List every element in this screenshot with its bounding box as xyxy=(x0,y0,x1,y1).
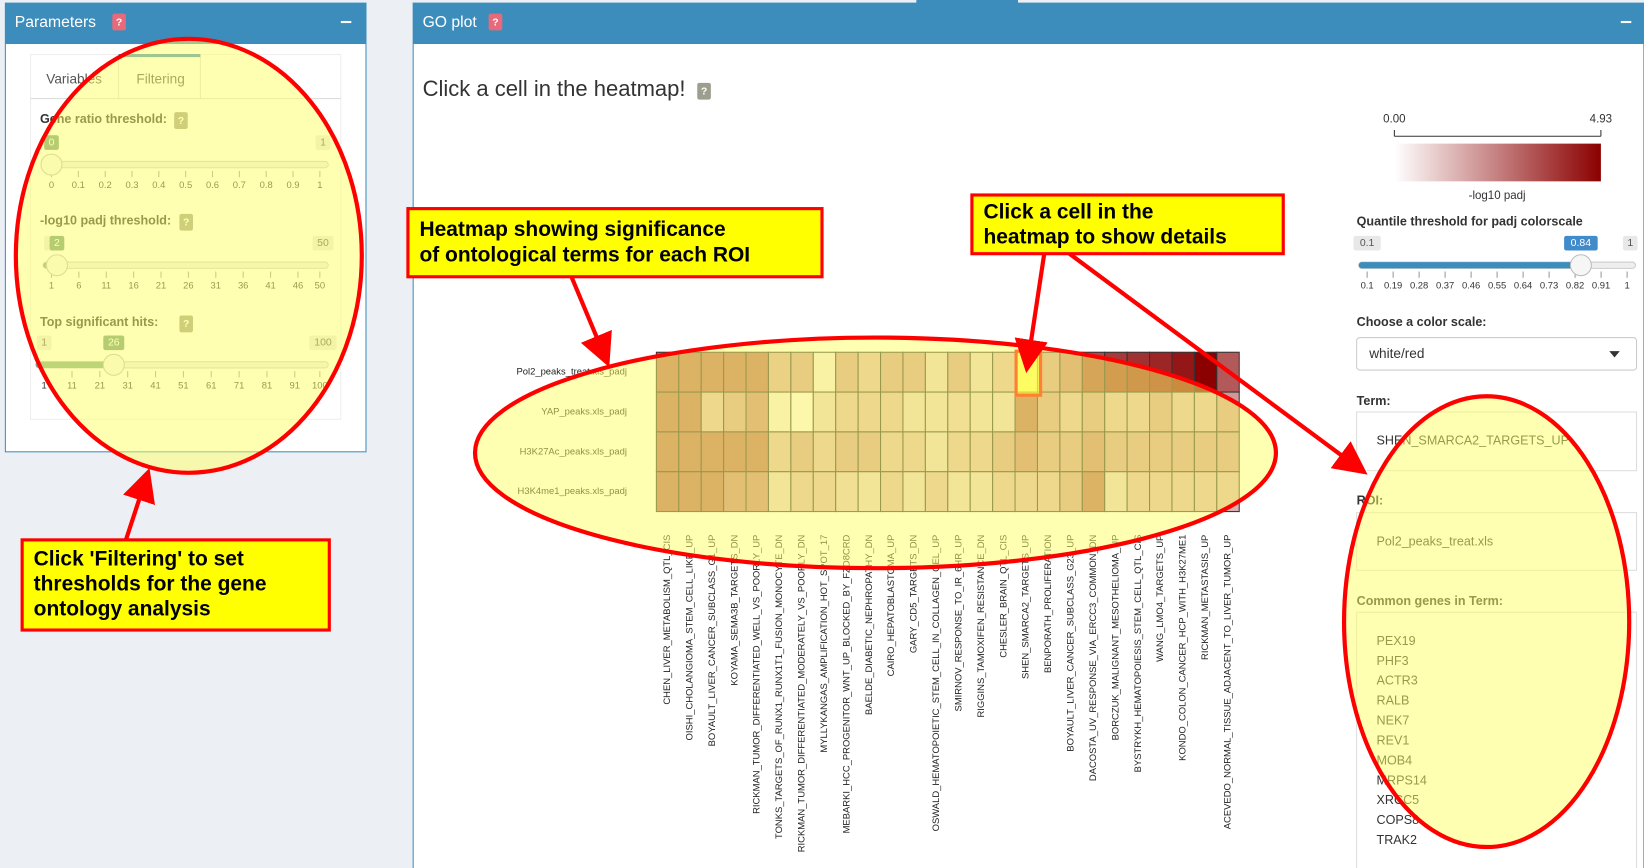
column-label: CHESLER_BRAIN_QTL_CIS xyxy=(997,535,1008,658)
column-label: BAELDE_DIABETIC_NEPHROPATHY_DN xyxy=(863,534,874,714)
help-text: ? xyxy=(492,17,498,28)
callout-text: of ontological terms for each ROI xyxy=(419,243,750,266)
slider-label-box xyxy=(1353,235,1381,251)
heading: Click a cell in the heatmap! xyxy=(423,76,686,101)
column-label: CHEN_LIVER_METABOLISM_QTL_CIS xyxy=(661,535,672,705)
column-label: RICKMAN_TUMOR_DIFFERENTIATED_MODERATELY_… xyxy=(796,534,807,852)
select[interactable] xyxy=(1356,337,1638,371)
column-label: BENPORATH_PROLIFERATION xyxy=(1042,534,1053,673)
slider-fill xyxy=(1358,262,1581,269)
column-label: RICKMAN_METASTASIS_UP xyxy=(1199,535,1210,660)
column-label: SHEN_SMARCA2_TARGETS_UP xyxy=(1020,535,1031,679)
slider-tick-label: 0.64 xyxy=(1514,280,1532,291)
column-label: CAIRO_HEPATOBLASTOMA_UP xyxy=(885,535,896,677)
arrow xyxy=(1068,252,1368,475)
highlight xyxy=(472,335,1279,571)
slider-handle[interactable] xyxy=(1569,254,1592,277)
callout-text: Click a cell in the xyxy=(983,200,1153,223)
column-label: MYLLYKANGAS_AMPLIFICATION_HOT_SPOT_17 xyxy=(818,535,829,753)
column-label: GARY_CD5_TARGETS_DN xyxy=(908,534,919,653)
field-label: Term: xyxy=(1357,394,1391,408)
arrow xyxy=(123,467,155,541)
column-label: KOYAMA_SEMA3B_TARGETS_DN xyxy=(728,534,739,685)
gene: TRAK2 xyxy=(1377,833,1418,847)
callout xyxy=(970,193,1285,256)
column-label: MEBARKI_HCC_PROGENITOR_WNT_UP_BLOCKED_BY… xyxy=(840,534,851,833)
slider-label-box xyxy=(1564,235,1598,251)
column-label: TONKS_TARGETS_OF_RUNX1_RUNX1T1_FUSION_MO… xyxy=(773,534,784,839)
column-label: RICKMAN_TUMOR_DIFFERENTIATED_WELL_VS_POO… xyxy=(751,535,762,814)
column-label: OSWALD_HEMATOPOIETIC_STEM_CELL_IN_COLLAG… xyxy=(930,535,941,832)
slider-tick-label: 0.91 xyxy=(1592,280,1610,291)
select-value: white/red xyxy=(1368,346,1424,361)
slider-tick-label: 1 xyxy=(42,379,47,390)
slider-tick-label: 0.55 xyxy=(1488,280,1506,291)
slider-tick-label: 1 xyxy=(1624,280,1629,291)
colorbar-label: -log10 padj xyxy=(1469,190,1526,202)
callout-text: Click 'Filtering' to set xyxy=(34,547,244,570)
callout-text: ontology analysis xyxy=(34,598,211,621)
callout xyxy=(406,207,824,279)
slider-tick-label: 0.73 xyxy=(1540,280,1558,291)
slider-title: Quantile threshold for padj colorscale xyxy=(1357,215,1583,229)
callout-text: Heatmap showing significance xyxy=(419,218,725,241)
colorbar xyxy=(1394,143,1601,182)
slider-tick-label: 0.82 xyxy=(1566,280,1584,291)
top-indicator xyxy=(916,0,1019,4)
column-label: ACEVEDO_NORMAL_TISSUE_ADJACENT_TO_LIVER_… xyxy=(1222,535,1233,830)
help-text: ? xyxy=(701,86,707,97)
colorbar-tick-label: 4.93 xyxy=(1590,114,1612,126)
callout-text: heatmap to show details xyxy=(983,225,1226,248)
slider-tick-label: 0.19 xyxy=(1384,280,1402,291)
help-text: ? xyxy=(116,17,122,28)
select-arrow xyxy=(1609,351,1620,358)
column-label: DACOSTA_UV_RESPONSE_VIA_ERCC3_COMMON_DN xyxy=(1087,534,1098,781)
slider-label: 0.1 xyxy=(1360,238,1375,249)
highlight xyxy=(1341,394,1632,850)
slider-label: 0.84 xyxy=(1571,238,1592,249)
column-label: OISHI_CHOLANGIOMA_STEM_CELL_LIKE_UP xyxy=(683,535,694,741)
column-label: RIGGINS_TAMOXIFEN_RESISTANCE_DN xyxy=(975,534,986,717)
help-icon[interactable] xyxy=(697,82,711,100)
column-label: BYSTRYKH_HEMATOPOIESIS_STEM_CELL_QTL_CIS xyxy=(1132,535,1143,773)
slider-tick-label: 0.28 xyxy=(1410,280,1428,291)
column-label: KONDO_COLON_CANCER_HCP_WITH_H3K27ME1 xyxy=(1177,535,1188,761)
column-label: BOYAULT_LIVER_CANCER_SUBCLASS_G1_UP xyxy=(706,535,717,747)
slider-tick-label: 0.1 xyxy=(1361,280,1374,291)
colorbar-tick-label: 0.00 xyxy=(1383,114,1405,126)
row-label: Pol2_peaks_treat.xls_padj xyxy=(516,366,627,377)
panel-header xyxy=(413,3,1644,45)
panel-title: GO plot xyxy=(423,14,478,31)
slider-tick-label: 0.46 xyxy=(1462,280,1480,291)
column-label: BOYAULT_LIVER_CANCER_SUBCLASS_G23_UP xyxy=(1065,535,1076,752)
arrow xyxy=(569,275,612,368)
callout-text: thresholds for the gene xyxy=(34,572,267,595)
callout xyxy=(20,538,331,632)
slider-label-box xyxy=(1622,235,1638,251)
panel-title: Parameters xyxy=(15,14,96,31)
column-label: SMIRNOV_RESPONSE_TO_IR_6HR_UP xyxy=(952,535,963,712)
field-label: Choose a color scale: xyxy=(1357,315,1487,329)
help-icon[interactable] xyxy=(488,13,503,31)
column-label: BORCZUK_MALIGNANT_MESOTHELIOMA_UP xyxy=(1109,535,1120,741)
arrow xyxy=(1014,253,1048,374)
column-label: WANG_LMO4_TARGETS_UP xyxy=(1154,535,1165,662)
highlight xyxy=(13,36,364,475)
slider-label: 1 xyxy=(1627,238,1633,249)
slider-tick-label: 0.37 xyxy=(1436,280,1454,291)
gene: COPS8 xyxy=(1377,813,1420,827)
help-icon[interactable] xyxy=(112,13,126,31)
